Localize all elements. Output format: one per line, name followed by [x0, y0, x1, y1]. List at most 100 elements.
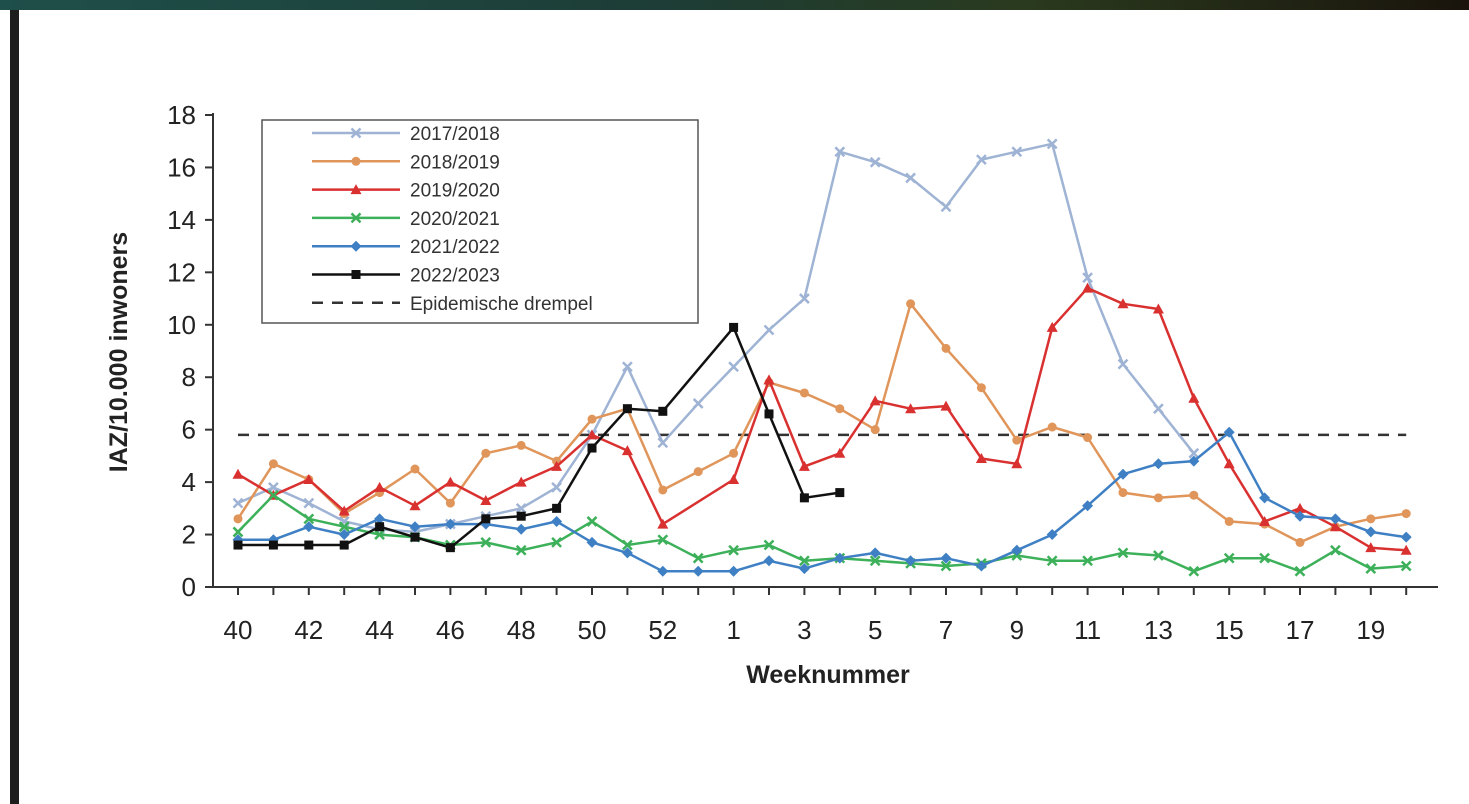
data-point	[1365, 542, 1377, 553]
data-point	[1046, 555, 1058, 567]
data-point	[975, 453, 987, 464]
data-point	[1224, 516, 1234, 526]
data-point	[658, 485, 668, 495]
data-point	[869, 555, 881, 567]
data-point	[587, 443, 597, 453]
data-point	[834, 447, 846, 458]
data-point	[303, 521, 315, 533]
series-2020-2021	[232, 489, 1412, 577]
x-tick-label: 3	[797, 615, 811, 645]
x-tick-label: 46	[436, 615, 465, 645]
legend-swatch-marker	[350, 184, 362, 195]
data-point	[444, 518, 456, 530]
legend-label: 2021/2022	[410, 237, 500, 258]
data-point	[940, 552, 952, 564]
data-point	[515, 523, 527, 535]
legend-item: 2019/2020	[312, 181, 500, 202]
data-point	[798, 460, 810, 471]
y-tick-label: 0	[182, 572, 196, 602]
data-point	[799, 388, 809, 398]
legend-label: 2020/2021	[410, 209, 500, 230]
data-point	[763, 374, 775, 385]
data-point	[481, 448, 491, 458]
data-point	[1118, 488, 1128, 498]
data-point	[1259, 552, 1270, 564]
data-point	[1082, 282, 1094, 293]
legend-label: Epidemische drempel	[410, 294, 593, 315]
data-point	[763, 539, 775, 551]
data-point	[834, 552, 846, 564]
data-point	[1294, 565, 1306, 577]
series-line	[237, 493, 1407, 573]
series-2021-2022	[232, 426, 1412, 577]
series-group	[232, 138, 1412, 577]
data-point	[728, 361, 739, 373]
legend-item: 2021/2022	[312, 237, 500, 258]
data-point	[621, 445, 633, 456]
data-point	[1400, 531, 1412, 543]
data-point	[799, 493, 809, 503]
series-line	[238, 431, 1407, 573]
data-point	[657, 534, 669, 546]
data-point	[869, 395, 881, 406]
x-tick-label: 9	[1010, 615, 1024, 645]
data-point	[1400, 544, 1412, 555]
data-point	[445, 498, 455, 508]
data-point	[1223, 458, 1235, 469]
legend-item: 2017/2018	[312, 124, 500, 145]
legend-item: Epidemische drempel	[312, 294, 593, 315]
data-point	[976, 154, 987, 165]
legend: 2017/2018 2018/2019 2019/2020 2020/2021 2021…	[261, 119, 699, 324]
data-point	[338, 521, 350, 533]
data-point	[515, 502, 527, 514]
data-point	[834, 146, 846, 158]
data-point	[1082, 555, 1093, 567]
data-point	[1117, 298, 1129, 309]
data-point	[1223, 552, 1235, 564]
legend-swatch-marker	[350, 240, 362, 252]
data-point	[870, 425, 880, 435]
y-axis-title: IAZ/10.000 inwoners	[105, 232, 133, 472]
series-2017-2018	[232, 138, 1200, 538]
data-point	[339, 540, 349, 550]
data-point	[622, 361, 633, 373]
data-point	[1188, 392, 1200, 403]
data-point	[622, 539, 633, 551]
data-point	[1329, 513, 1341, 525]
data-point	[268, 459, 278, 469]
data-point	[1082, 500, 1094, 512]
left-border-rule	[10, 10, 19, 804]
x-tick-label: 13	[1144, 615, 1173, 645]
x-axis-title: Weeknummer	[746, 661, 910, 689]
data-point	[1153, 493, 1163, 503]
data-point	[1011, 544, 1023, 556]
data-point	[693, 467, 703, 477]
x-tick-label: 15	[1215, 615, 1244, 645]
data-point	[657, 437, 669, 449]
data-point	[232, 497, 244, 509]
y-tick-label: 10	[167, 310, 196, 340]
data-point	[551, 537, 562, 548]
data-point	[728, 473, 740, 484]
data-point	[905, 555, 917, 567]
x-tick-label: 52	[648, 615, 677, 645]
data-point	[729, 322, 739, 332]
data-point	[233, 514, 243, 524]
data-point	[480, 494, 492, 505]
series-line	[237, 142, 1195, 534]
series-2022-2023	[233, 322, 845, 553]
data-point	[692, 565, 704, 577]
data-point	[552, 503, 562, 513]
legend-swatch-marker	[351, 270, 361, 279]
data-point	[268, 489, 279, 501]
legend-swatch-marker	[350, 127, 362, 139]
legend-item: 2018/2019	[312, 152, 500, 173]
legend-label: 2019/2020	[410, 181, 500, 202]
data-point	[1294, 502, 1306, 513]
data-point	[338, 505, 350, 516]
data-point	[729, 448, 739, 458]
data-point	[1400, 560, 1412, 572]
data-point	[941, 343, 951, 353]
data-point	[1152, 458, 1164, 470]
